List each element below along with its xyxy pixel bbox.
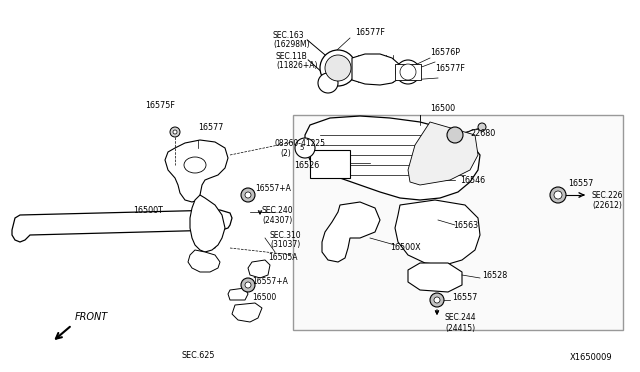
Text: 16557: 16557	[568, 179, 593, 187]
Bar	[310, 150, 350, 178]
Text: 08360-41225: 08360-41225	[275, 138, 326, 148]
Circle shape	[325, 55, 351, 81]
Circle shape	[173, 130, 177, 134]
Text: 16500: 16500	[252, 294, 276, 302]
Text: (24415): (24415)	[445, 324, 475, 333]
Polygon shape	[232, 303, 262, 322]
Text: SEC.226: SEC.226	[592, 190, 623, 199]
Text: SEC.625: SEC.625	[182, 350, 216, 359]
Text: (22612): (22612)	[592, 201, 622, 209]
Bar	[395, 64, 421, 80]
Text: (31037): (31037)	[270, 241, 300, 250]
Text: SEC.163: SEC.163	[273, 31, 305, 39]
Circle shape	[550, 187, 566, 203]
Text: (11826+A): (11826+A)	[276, 61, 317, 70]
Text: 16546: 16546	[460, 176, 485, 185]
Polygon shape	[188, 250, 220, 272]
Circle shape	[478, 123, 486, 131]
Text: 16557+A: 16557+A	[252, 278, 288, 286]
Circle shape	[396, 60, 420, 84]
Circle shape	[554, 191, 562, 199]
Polygon shape	[395, 200, 480, 265]
Circle shape	[241, 278, 255, 292]
Text: 16576P: 16576P	[430, 48, 460, 57]
Circle shape	[170, 127, 180, 137]
Polygon shape	[190, 195, 225, 252]
Text: 16577F: 16577F	[435, 64, 465, 73]
Text: (24307): (24307)	[262, 215, 292, 224]
Text: 16500T: 16500T	[133, 205, 163, 215]
Text: SEC.240: SEC.240	[262, 205, 294, 215]
Text: SEC.244: SEC.244	[445, 314, 477, 323]
Text: 16500X: 16500X	[390, 244, 420, 253]
Ellipse shape	[184, 157, 206, 173]
Text: (16298M): (16298M)	[273, 39, 310, 48]
Text: 16505A: 16505A	[268, 253, 298, 263]
Circle shape	[430, 293, 444, 307]
Text: 22680: 22680	[470, 128, 495, 138]
Text: 16557+A: 16557+A	[255, 183, 291, 192]
Text: FRONT: FRONT	[75, 312, 108, 322]
Text: 16575F: 16575F	[145, 100, 175, 109]
Circle shape	[295, 138, 315, 158]
Polygon shape	[202, 228, 218, 248]
Text: 16563: 16563	[453, 221, 478, 230]
Text: X1650009: X1650009	[570, 353, 612, 362]
Polygon shape	[408, 122, 478, 185]
Polygon shape	[352, 54, 400, 85]
Circle shape	[318, 73, 338, 93]
Polygon shape	[408, 263, 462, 292]
Text: 16577: 16577	[198, 122, 223, 131]
Polygon shape	[228, 288, 248, 300]
Circle shape	[320, 50, 356, 86]
Text: 16526: 16526	[294, 160, 319, 170]
Circle shape	[245, 282, 251, 288]
Circle shape	[241, 188, 255, 202]
Polygon shape	[305, 116, 480, 200]
Polygon shape	[248, 260, 270, 278]
Text: 16500: 16500	[430, 103, 455, 112]
Text: 16577F: 16577F	[355, 28, 385, 36]
Circle shape	[245, 192, 251, 198]
Text: 5: 5	[300, 145, 304, 151]
Text: 16557: 16557	[452, 294, 477, 302]
Polygon shape	[12, 210, 232, 242]
Circle shape	[447, 127, 463, 143]
Text: (2): (2)	[280, 148, 291, 157]
Polygon shape	[322, 202, 380, 262]
Polygon shape	[165, 140, 228, 202]
Text: SEC.11B: SEC.11B	[276, 51, 308, 61]
Circle shape	[434, 297, 440, 303]
Circle shape	[400, 64, 416, 80]
Text: 16528: 16528	[482, 270, 508, 279]
Bar	[293, 115, 623, 330]
Text: SEC.310: SEC.310	[270, 231, 301, 240]
